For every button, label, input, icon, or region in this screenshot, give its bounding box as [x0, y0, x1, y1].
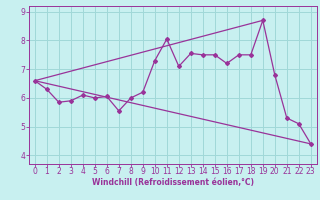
X-axis label: Windchill (Refroidissement éolien,°C): Windchill (Refroidissement éolien,°C) — [92, 178, 254, 187]
